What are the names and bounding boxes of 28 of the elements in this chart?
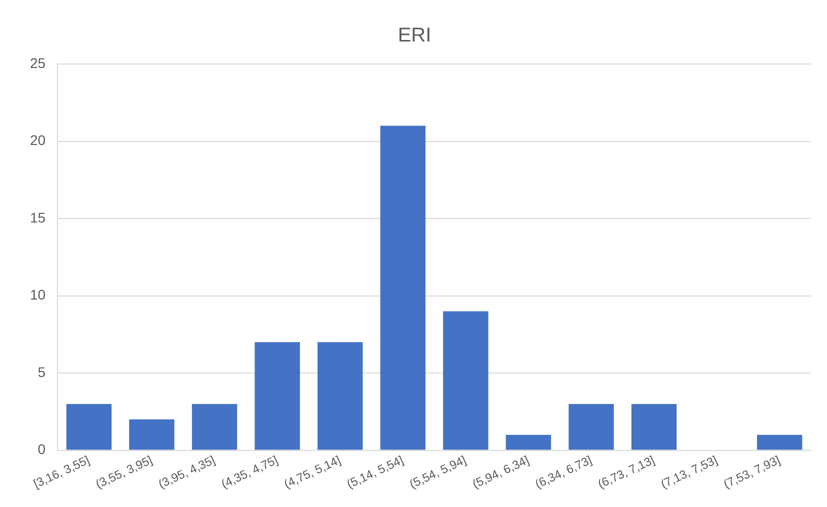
bar <box>254 342 300 450</box>
x-tick-label: (4,35, 4,75] <box>219 452 280 492</box>
x-tick-label: (4,75, 5,14] <box>282 452 343 492</box>
x-tick-label: (3,55, 3,95] <box>93 452 154 492</box>
x-tick-label: (5,94, 6,34] <box>470 452 532 492</box>
x-tick-label: (7,53, 7,93] <box>721 452 782 492</box>
bar <box>318 342 363 450</box>
bar <box>443 311 488 450</box>
y-tick-label: 15 <box>30 209 46 226</box>
bar <box>66 404 112 450</box>
bar <box>568 404 614 450</box>
x-tick-label: (7,13, 7,53] <box>658 452 720 492</box>
bar <box>757 434 802 450</box>
bar <box>631 404 677 450</box>
x-tick-label: (6,34, 6,73] <box>532 452 594 492</box>
bar <box>192 404 238 450</box>
x-tick-label: (3,95, 4,35] <box>156 452 218 492</box>
bar <box>506 434 552 450</box>
y-tick-label: 20 <box>30 132 46 148</box>
y-tick-label: 5 <box>38 364 46 380</box>
x-tick-label: (6,73, 7,13] <box>596 452 657 492</box>
x-tick-label: (5,14, 5,54] <box>344 452 406 492</box>
bar <box>129 419 174 450</box>
x-tick-label: (5,54, 5,94] <box>407 452 468 492</box>
bar <box>380 126 426 450</box>
y-tick-label: 25 <box>30 54 46 71</box>
chart-title: ERI <box>398 24 432 47</box>
y-tick-label: 10 <box>30 286 46 303</box>
